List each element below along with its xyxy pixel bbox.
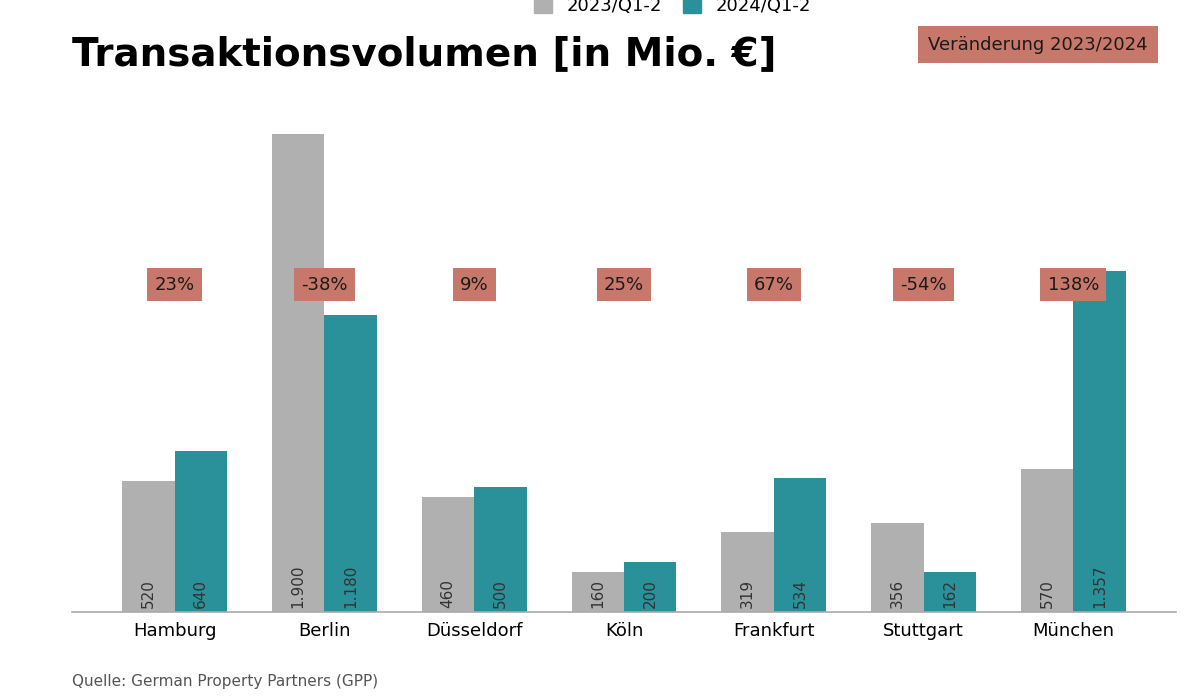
Text: 319: 319 xyxy=(740,579,755,608)
Text: -38%: -38% xyxy=(301,276,348,294)
Text: 356: 356 xyxy=(890,579,905,608)
Text: Transaktionsvolumen [in Mio. €]: Transaktionsvolumen [in Mio. €] xyxy=(72,35,776,73)
Text: 25%: 25% xyxy=(604,276,644,294)
Bar xyxy=(871,523,924,612)
Text: Quelle: German Property Partners (GPP): Quelle: German Property Partners (GPP) xyxy=(72,674,378,689)
Text: 570: 570 xyxy=(1039,579,1055,608)
Text: -54%: -54% xyxy=(900,276,947,294)
Bar xyxy=(1073,271,1126,612)
Bar xyxy=(474,487,527,612)
Bar xyxy=(721,532,774,612)
Bar xyxy=(624,562,677,612)
Bar xyxy=(272,134,324,612)
Text: 640: 640 xyxy=(193,579,209,608)
Bar xyxy=(924,571,976,612)
Text: 9%: 9% xyxy=(460,276,488,294)
Text: 1.900: 1.900 xyxy=(290,564,306,608)
Text: 23%: 23% xyxy=(155,276,194,294)
Bar xyxy=(1021,469,1073,612)
Text: 138%: 138% xyxy=(1048,276,1099,294)
Text: Veränderung 2023/2024: Veränderung 2023/2024 xyxy=(928,35,1148,54)
Bar xyxy=(122,482,175,612)
Text: 200: 200 xyxy=(643,579,658,608)
Text: 534: 534 xyxy=(792,579,808,608)
Legend: 2023/Q1-2, 2024/Q1-2: 2023/Q1-2, 2024/Q1-2 xyxy=(534,0,811,15)
Bar xyxy=(324,315,377,612)
Text: 67%: 67% xyxy=(754,276,793,294)
Text: 1.180: 1.180 xyxy=(343,564,358,608)
Text: 460: 460 xyxy=(440,579,456,608)
Text: 520: 520 xyxy=(140,579,156,608)
Bar xyxy=(175,451,227,612)
Bar xyxy=(774,478,827,612)
Text: 160: 160 xyxy=(590,579,605,608)
Text: 500: 500 xyxy=(493,579,508,608)
Text: 1.357: 1.357 xyxy=(1092,564,1108,608)
Bar xyxy=(571,572,624,612)
Text: 162: 162 xyxy=(942,579,958,608)
Bar xyxy=(421,497,474,612)
